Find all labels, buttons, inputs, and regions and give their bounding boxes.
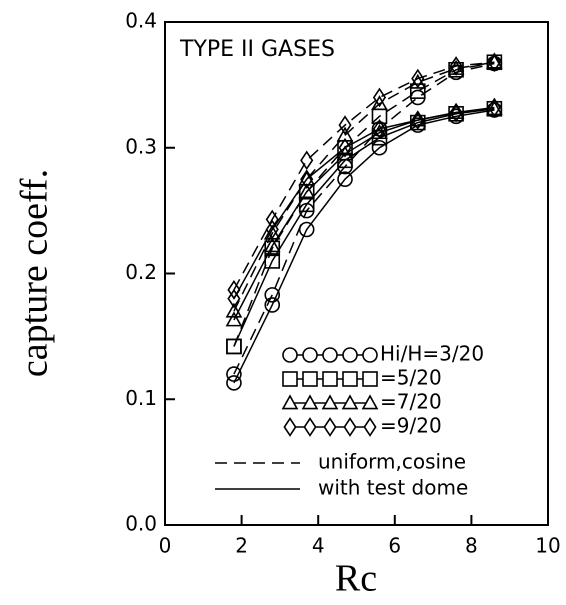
data-point bbox=[226, 338, 242, 355]
legend-marker bbox=[302, 371, 318, 387]
data-point bbox=[337, 171, 353, 187]
x-tick-label: 0 bbox=[159, 534, 172, 558]
legend-label: =9/20 bbox=[380, 414, 442, 438]
data-point bbox=[225, 311, 243, 327]
x-tick-label: 6 bbox=[388, 534, 401, 558]
legend-marker bbox=[342, 371, 358, 387]
data-point bbox=[411, 110, 425, 130]
x-tick-label: 10 bbox=[535, 534, 560, 558]
data-point bbox=[298, 196, 315, 213]
data-point bbox=[264, 297, 281, 313]
y-axis-label: capture coeff. bbox=[14, 169, 56, 377]
data-point bbox=[264, 287, 281, 303]
data-point bbox=[265, 209, 279, 230]
x-axis-label: Rc bbox=[335, 558, 377, 600]
legend-label: with test dome bbox=[318, 476, 468, 500]
legend-marker bbox=[281, 394, 299, 410]
legend-marker bbox=[341, 394, 359, 410]
y-tick-label: 0.2 bbox=[125, 260, 157, 284]
legend-marker bbox=[363, 417, 377, 437]
y-tick-label: 0.4 bbox=[125, 9, 157, 33]
data-point bbox=[447, 103, 465, 119]
data-point bbox=[298, 183, 316, 199]
data-point bbox=[372, 87, 387, 108]
legend-marker bbox=[323, 417, 337, 437]
data-point bbox=[372, 119, 387, 139]
series-line bbox=[233, 61, 495, 312]
legend-marker bbox=[301, 394, 319, 410]
x-tick-label: 2 bbox=[235, 534, 248, 558]
data-point bbox=[336, 145, 354, 161]
legend-marker bbox=[283, 417, 297, 437]
data-point bbox=[487, 97, 501, 118]
x-tick-label: 4 bbox=[312, 534, 325, 558]
data-point bbox=[226, 366, 242, 382]
data-point bbox=[371, 95, 388, 111]
legend-label: uniform,cosine bbox=[318, 450, 466, 474]
y-tick-label: 0.3 bbox=[125, 134, 157, 158]
data-point bbox=[300, 150, 314, 171]
chart-title: TYPE II GASES bbox=[179, 37, 335, 62]
data-point bbox=[264, 240, 281, 257]
legend-marker bbox=[322, 371, 338, 387]
x-tick-label: 8 bbox=[465, 534, 478, 558]
data-point bbox=[225, 302, 243, 318]
legend-marker bbox=[282, 371, 298, 387]
legend-marker bbox=[302, 347, 318, 363]
legend-marker bbox=[362, 371, 378, 387]
data-point bbox=[226, 375, 242, 391]
data-point bbox=[409, 111, 427, 127]
legend-marker bbox=[282, 347, 298, 363]
legend-marker bbox=[322, 347, 338, 363]
data-point bbox=[298, 221, 315, 238]
legend-label: Hi/H=3/20 bbox=[380, 342, 484, 366]
data-point bbox=[338, 115, 352, 135]
data-point bbox=[449, 102, 463, 123]
legend-marker bbox=[361, 394, 379, 410]
y-tick-label: 0.0 bbox=[125, 512, 157, 536]
data-point bbox=[409, 83, 426, 99]
data-point bbox=[486, 100, 503, 116]
data-point bbox=[411, 68, 425, 89]
data-point bbox=[300, 169, 314, 190]
legend-marker bbox=[343, 417, 357, 437]
legend-marker bbox=[362, 347, 378, 363]
legend-marker bbox=[342, 347, 358, 363]
legend-marker bbox=[321, 394, 339, 410]
series-line bbox=[233, 106, 495, 300]
data-point bbox=[227, 288, 241, 309]
data-point bbox=[263, 237, 281, 253]
legend-marker bbox=[303, 417, 317, 437]
data-point bbox=[486, 53, 503, 69]
data-point bbox=[487, 52, 501, 73]
data-point bbox=[264, 253, 281, 269]
data-point bbox=[449, 56, 463, 76]
series-line bbox=[233, 62, 495, 375]
data-point bbox=[371, 139, 388, 156]
data-point bbox=[227, 280, 241, 300]
data-point bbox=[265, 219, 279, 240]
legend-label: =5/20 bbox=[380, 366, 442, 390]
data-point bbox=[338, 137, 352, 158]
y-tick-label: 0.1 bbox=[125, 386, 157, 410]
legend-label: =7/20 bbox=[380, 390, 442, 414]
